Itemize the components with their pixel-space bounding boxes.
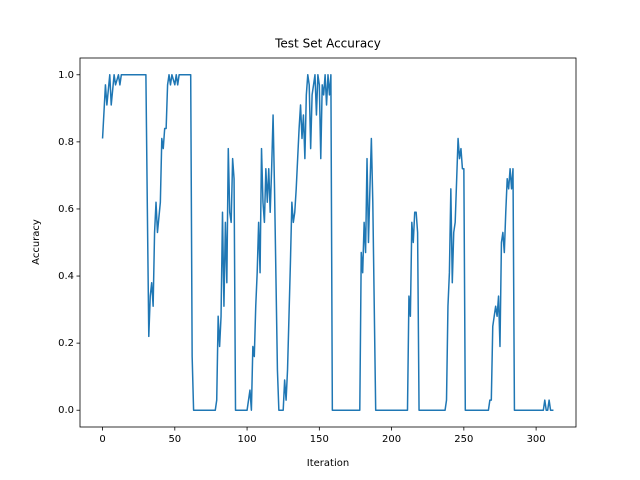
- x-tick-label: 300: [527, 434, 546, 445]
- y-tick-label: 0.8: [58, 137, 74, 148]
- x-tick-label: 100: [238, 434, 257, 445]
- y-tick-label: 1.0: [58, 70, 74, 81]
- x-tick-label: 150: [310, 434, 329, 445]
- y-axis-label: Accuracy: [31, 219, 42, 265]
- data-line: [101, 74, 554, 411]
- x-tick-label: 200: [382, 434, 401, 445]
- y-tick-label: 0.4: [58, 271, 74, 282]
- y-tick-label: 0.6: [58, 204, 74, 215]
- y-tick-label: 0.0: [58, 405, 74, 416]
- y-tick-label: 0.2: [58, 338, 74, 349]
- plot-frame: [79, 57, 577, 428]
- x-tick-label: 250: [454, 434, 473, 445]
- x-tick-label: 0: [99, 434, 105, 445]
- x-axis-label: Iteration: [307, 458, 349, 469]
- x-tick-label: 50: [168, 434, 181, 445]
- chart-title: Test Set Accuracy: [274, 37, 381, 51]
